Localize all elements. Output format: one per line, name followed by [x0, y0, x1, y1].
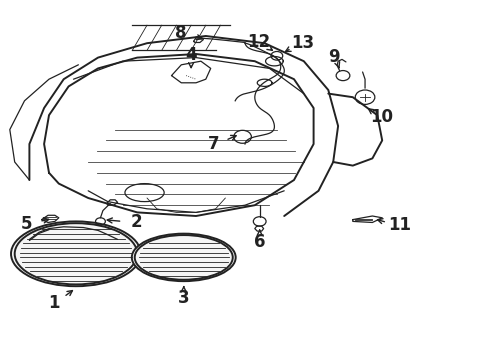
Text: 12: 12 — [247, 33, 270, 51]
Ellipse shape — [11, 221, 141, 286]
Text: 9: 9 — [329, 48, 340, 66]
Ellipse shape — [132, 234, 236, 281]
Text: 7: 7 — [208, 135, 220, 153]
Text: 10: 10 — [370, 108, 393, 126]
Text: 5: 5 — [20, 215, 32, 233]
Text: 2: 2 — [130, 213, 142, 231]
Text: 4: 4 — [185, 46, 197, 64]
Text: 1: 1 — [48, 294, 60, 312]
Text: 6: 6 — [254, 233, 266, 251]
Text: 3: 3 — [178, 289, 190, 307]
Text: 11: 11 — [389, 216, 412, 234]
Text: 8: 8 — [175, 23, 187, 41]
Text: 13: 13 — [291, 35, 314, 53]
